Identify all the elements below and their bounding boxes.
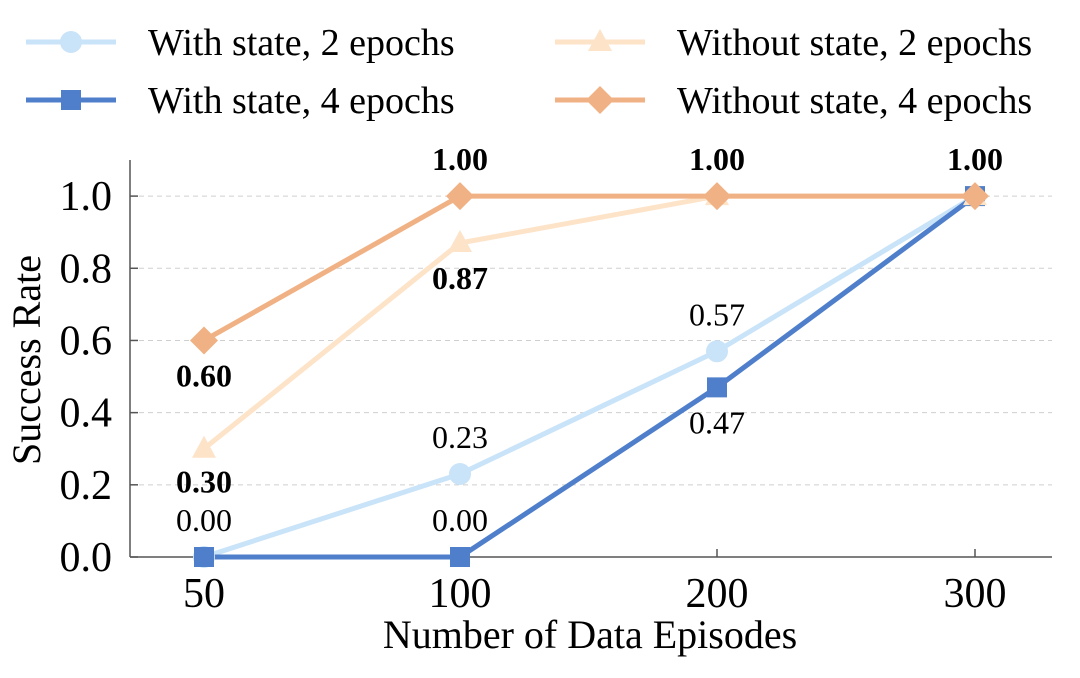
x-axis-title: Number of Data Episodes xyxy=(383,612,797,657)
legend-marker-triangle xyxy=(588,29,612,51)
data-label: 0.30 xyxy=(176,464,232,500)
y-tick-label: 1.0 xyxy=(60,174,113,220)
point-with-state-4-epochs-200 xyxy=(707,377,727,398)
legend-item-with-state-4-epochs: With state, 4 epochs xyxy=(26,80,455,122)
data-label: 0.00 xyxy=(432,502,488,538)
data-label: 0.60 xyxy=(176,357,232,393)
legend-label: Without state, 4 epochs xyxy=(677,80,1032,122)
series-lines xyxy=(202,193,977,560)
data-labels: 0.00 0.23 0.57 0.00 0.47 0.30 0.87 0.60 1.00 1.00… xyxy=(176,141,1003,538)
x-tick-label: 50 xyxy=(183,571,225,617)
legend-item-without-state-4-epochs: Without state, 4 epochs xyxy=(555,80,1032,122)
series-line-with-state-4-epochs xyxy=(204,194,977,560)
legend: With state, 2 epochs With state, 4 epochs… xyxy=(26,22,1032,122)
y-tick-label: 0.4 xyxy=(60,391,113,437)
y-tick-label: 0.0 xyxy=(60,535,113,581)
data-label: 0.47 xyxy=(689,404,745,440)
data-label: 0.57 xyxy=(689,296,745,332)
y-tick-label: 0.6 xyxy=(60,318,113,364)
legend-label: With state, 4 epochs xyxy=(148,80,455,122)
data-label: 0.87 xyxy=(432,260,488,296)
series-line-without-state-4-epochs xyxy=(202,193,975,343)
x-tick-label: 200 xyxy=(686,571,749,617)
data-label: 0.23 xyxy=(432,419,488,455)
data-label: 1.00 xyxy=(689,141,745,177)
series-markers xyxy=(190,182,989,568)
point-without-state-4-epochs-200 xyxy=(703,182,731,211)
point-with-state-4-epochs-50 xyxy=(194,547,214,567)
y-tick-label: 0.2 xyxy=(60,463,113,509)
x-tick-label: 300 xyxy=(944,571,1007,617)
point-without-state-2-epochs-50 xyxy=(192,435,216,458)
point-without-state-4-epochs-300 xyxy=(961,182,989,211)
legend-marker-square xyxy=(61,90,81,110)
point-with-state-2-epochs-200 xyxy=(706,340,728,363)
point-without-state-4-epochs-50 xyxy=(190,326,218,355)
data-label: 1.00 xyxy=(432,141,488,177)
y-axis-title: Success Rate xyxy=(4,255,49,465)
y-tick-label: 0.8 xyxy=(60,246,113,292)
tick-labels: 0.0 0.2 0.4 0.6 0.8 1.0 50 100 200 300 xyxy=(60,174,1007,617)
x-tick-label: 100 xyxy=(429,571,492,617)
data-label: 0.00 xyxy=(176,502,232,538)
point-without-state-2-epochs-100 xyxy=(448,230,472,253)
legend-item-with-state-2-epochs: With state, 2 epochs xyxy=(26,22,455,64)
point-with-state-4-epochs-100 xyxy=(450,547,470,567)
legend-marker-diamond xyxy=(586,86,614,114)
legend-marker-circle xyxy=(60,31,82,53)
series-line-with-state-2-epochs xyxy=(203,193,977,560)
point-with-state-2-epochs-100 xyxy=(449,462,471,485)
point-without-state-4-epochs-100 xyxy=(446,182,474,211)
legend-item-without-state-2-epochs: Without state, 2 epochs xyxy=(555,22,1032,64)
data-label: 1.00 xyxy=(947,141,1003,177)
legend-label: With state, 2 epochs xyxy=(148,22,455,64)
legend-label: Without state, 2 epochs xyxy=(677,22,1032,64)
